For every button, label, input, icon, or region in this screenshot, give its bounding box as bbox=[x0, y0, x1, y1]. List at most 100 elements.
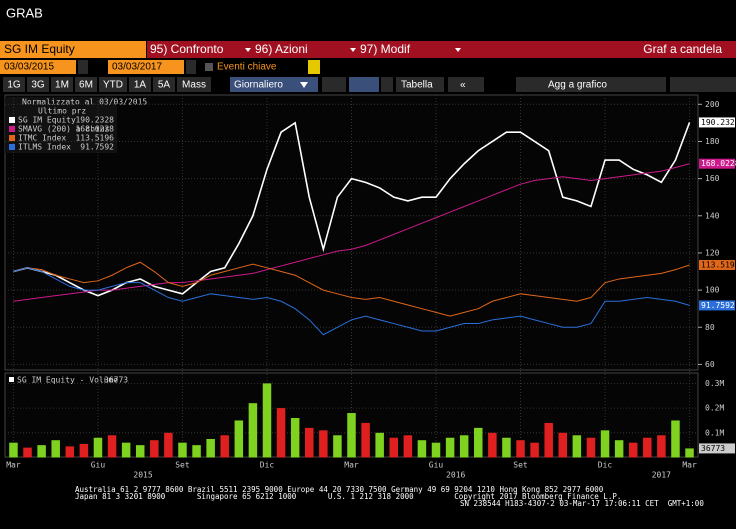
events-checkbox[interactable] bbox=[205, 63, 213, 71]
dropdown-arrow bbox=[300, 82, 308, 88]
y-tick-label: 180 bbox=[705, 137, 720, 146]
x-tick-label: Dic bbox=[260, 461, 275, 470]
start-date: 03/03/2015 bbox=[4, 62, 54, 73]
volume-bar bbox=[305, 427, 314, 458]
add-button[interactable] bbox=[516, 77, 666, 92]
period: 6M bbox=[79, 80, 93, 91]
security: SG IM Equity bbox=[4, 42, 75, 56]
y-tick-label: 60 bbox=[705, 360, 715, 369]
frequency-box[interactable] bbox=[230, 77, 318, 92]
table-button[interactable] bbox=[396, 77, 444, 92]
end-date-box[interactable] bbox=[108, 60, 184, 74]
volume-bar bbox=[135, 445, 145, 458]
volume-bar bbox=[474, 427, 483, 458]
menu-arrow bbox=[455, 48, 461, 52]
volume-bar bbox=[248, 403, 258, 458]
x-tick-label: Set bbox=[513, 461, 528, 470]
chart-icon[interactable] bbox=[322, 77, 346, 92]
back-button[interactable] bbox=[448, 77, 484, 92]
chart-type: Graf a candela bbox=[643, 42, 722, 56]
volume-bar bbox=[65, 446, 75, 458]
period-button[interactable] bbox=[51, 77, 73, 92]
volume-bar bbox=[375, 432, 384, 458]
volume-bar bbox=[262, 383, 272, 458]
volume-bar bbox=[671, 420, 680, 458]
period-button[interactable] bbox=[27, 77, 49, 92]
menu-item: 97) Modif bbox=[360, 42, 411, 56]
volume-bar bbox=[431, 442, 441, 458]
period-button[interactable] bbox=[153, 77, 175, 92]
period: Mass bbox=[182, 80, 206, 91]
volume-bar bbox=[600, 430, 610, 458]
security-box[interactable] bbox=[0, 41, 146, 58]
period-button[interactable] bbox=[3, 77, 25, 92]
legend-label: ITLMS Index bbox=[18, 143, 71, 152]
x-tick-label: Set bbox=[175, 461, 190, 470]
volume-bar bbox=[234, 420, 244, 458]
last-value: 190.2328 bbox=[701, 118, 736, 127]
candle-icon[interactable] bbox=[349, 77, 379, 92]
last-value-box bbox=[699, 158, 735, 169]
x-tick-label: Giu bbox=[91, 461, 106, 470]
y-tick-label: 80 bbox=[705, 323, 715, 332]
events: Eventi chiave bbox=[217, 62, 277, 73]
volume-bar bbox=[276, 408, 286, 458]
legend-swatch bbox=[9, 135, 15, 141]
period-button[interactable] bbox=[177, 77, 211, 92]
calendar-icon[interactable] bbox=[78, 60, 88, 74]
footer-line: Japan 81 3 3201 8900 Singapore 65 6212 1… bbox=[75, 492, 621, 501]
period: 1M bbox=[55, 80, 69, 91]
frequency: Giornaliero bbox=[234, 80, 283, 91]
volume-bar bbox=[614, 440, 624, 458]
dropdown[interactable] bbox=[381, 77, 393, 92]
period: 1A bbox=[134, 80, 147, 91]
volume-bar bbox=[206, 438, 215, 458]
legend-value: 168.0228 bbox=[75, 125, 114, 134]
volume-bar bbox=[643, 437, 652, 458]
volume-legend-swatch bbox=[9, 377, 14, 382]
volume-bar bbox=[319, 430, 328, 458]
legend-label: SG IM Equity bbox=[18, 116, 76, 125]
x-tick-label: Mar bbox=[344, 461, 359, 470]
window-title: GRAB bbox=[6, 5, 43, 20]
year-label: 2017 bbox=[652, 471, 671, 480]
legend-value: 190.2328 bbox=[75, 116, 114, 125]
volume-bar bbox=[37, 445, 46, 458]
volume-bar bbox=[121, 442, 131, 458]
legend-label: ITMC Index bbox=[18, 134, 66, 143]
footer-line: Australia 61 2 9777 8600 Brazil 5511 239… bbox=[75, 485, 604, 494]
volume-bar bbox=[93, 437, 103, 458]
y-tick-label: 0.2M bbox=[705, 404, 724, 413]
settings-button[interactable] bbox=[670, 77, 736, 92]
volume-bar bbox=[51, 440, 60, 458]
start-date-box[interactable] bbox=[0, 60, 76, 74]
volume-bar bbox=[290, 417, 300, 458]
last-volume-box bbox=[699, 443, 735, 454]
volume-bar bbox=[389, 437, 398, 458]
y-tick-label: 160 bbox=[705, 174, 720, 183]
last-volume: 36773 bbox=[701, 444, 725, 453]
period-button[interactable] bbox=[75, 77, 97, 92]
x-tick-label: Mar bbox=[682, 461, 697, 470]
legend-value: 91.7592 bbox=[80, 143, 114, 152]
table: Tabella bbox=[401, 80, 433, 91]
calendar-icon[interactable] bbox=[186, 60, 196, 74]
footer-line: SN 238544 H183-4307-2 03-Mar-17 17:06:11… bbox=[460, 499, 704, 508]
period-button[interactable] bbox=[129, 77, 151, 92]
volume-bar bbox=[361, 422, 370, 458]
menu-arrow bbox=[350, 48, 356, 52]
volume-bar bbox=[192, 445, 201, 458]
series-line bbox=[13, 267, 690, 336]
volume-bar bbox=[220, 435, 229, 458]
volume-bar bbox=[23, 447, 32, 458]
period-button[interactable] bbox=[99, 77, 127, 92]
volume-bar bbox=[685, 448, 694, 458]
volume-bar bbox=[403, 435, 413, 458]
info-icon[interactable] bbox=[308, 60, 320, 74]
legend-heading: Ultimo prz bbox=[38, 107, 86, 116]
volume-bar bbox=[657, 435, 666, 458]
year-label: 2016 bbox=[446, 471, 465, 480]
y-tick-label: 0.1M bbox=[705, 428, 724, 437]
volume-bar bbox=[488, 432, 497, 458]
volume-bar bbox=[544, 422, 553, 458]
